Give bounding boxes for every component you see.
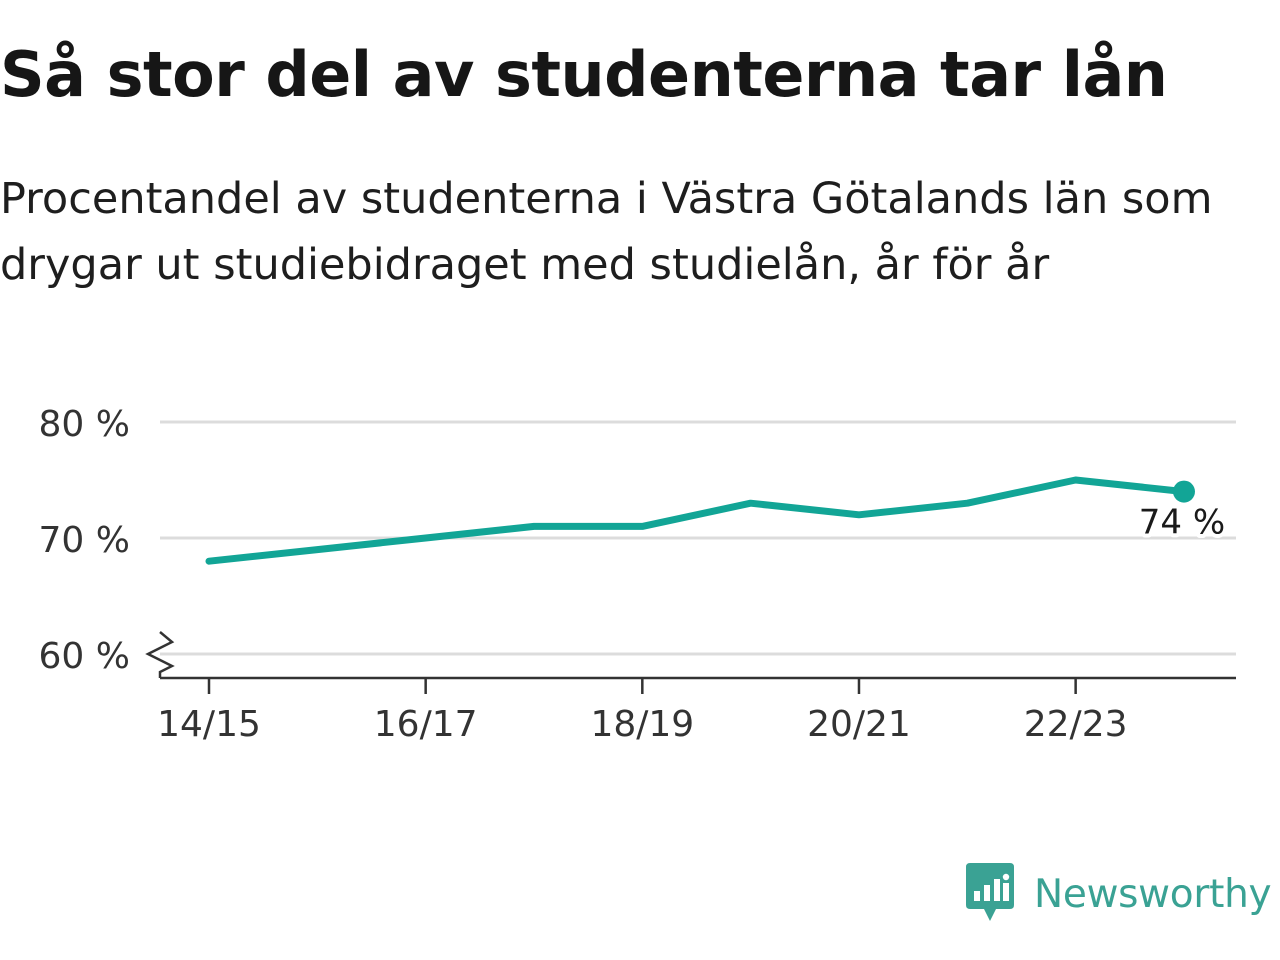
end-value-label: 74 % (1139, 503, 1225, 543)
brand-name: Newsworthy (1034, 871, 1272, 917)
end-label-halo: 74 % (1139, 503, 1225, 543)
data-point (855, 511, 862, 518)
x-tick-label: 20/21 (807, 704, 911, 745)
x-tick-label: 16/17 (374, 704, 478, 745)
newsworthy-logo-icon (966, 863, 1014, 921)
brand-logo: Newsworthy (964, 862, 1272, 926)
y-tick-label: 80 % (39, 404, 130, 445)
series-line (205, 476, 1188, 565)
data-point (747, 500, 754, 507)
y-tick-label: 60 % (39, 636, 130, 677)
data-point (964, 500, 971, 507)
data-point (530, 523, 537, 530)
data-point (1072, 477, 1079, 484)
data-point (422, 535, 429, 542)
line-chart: 60 % 70 % 80 % 14/15 16/17 18/19 20/21 22/23 74 … (39, 404, 1236, 745)
x-tick-label: 14/15 (157, 704, 261, 745)
data-point (639, 523, 646, 530)
x-tick-label: 18/19 (590, 704, 694, 745)
x-tick-label: 22/23 (1024, 704, 1128, 745)
axis-break-marker (145, 631, 175, 678)
end-point-marker (1172, 480, 1195, 503)
data-point (206, 558, 213, 565)
data-point (314, 546, 321, 553)
chart-subtitle: Procentandel av studenterna i Västra Göt… (0, 174, 1213, 290)
y-tick-label: 70 % (39, 520, 130, 561)
chart-title: Så stor del av studenterna tar lån (0, 38, 1168, 111)
